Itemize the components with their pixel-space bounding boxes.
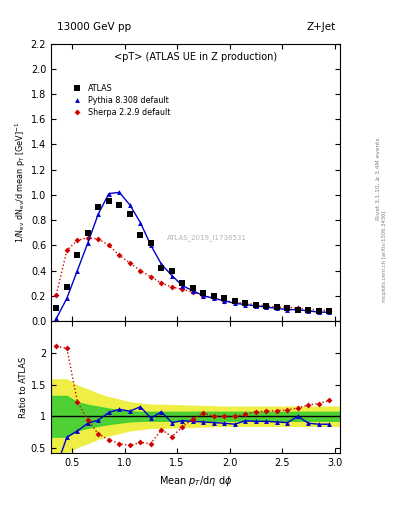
ATLAS bbox=[306, 307, 311, 313]
Sherpa 2.2.9 default bbox=[275, 304, 279, 310]
Pythia 8.308 default bbox=[306, 308, 311, 314]
Line: ATLAS: ATLAS bbox=[54, 199, 332, 313]
ATLAS bbox=[96, 204, 101, 210]
Pythia 8.308 default bbox=[107, 190, 111, 197]
ATLAS bbox=[285, 305, 290, 311]
ATLAS bbox=[117, 202, 122, 208]
ATLAS bbox=[86, 230, 90, 236]
Pythia 8.308 default bbox=[201, 293, 206, 299]
Pythia 8.308 default bbox=[180, 283, 185, 289]
ATLAS bbox=[107, 198, 111, 204]
Text: 13000 GeV pp: 13000 GeV pp bbox=[57, 22, 131, 32]
Sherpa 2.2.9 default bbox=[75, 237, 80, 243]
Pythia 8.308 default bbox=[296, 307, 300, 313]
Pythia 8.308 default bbox=[211, 295, 216, 302]
ATLAS bbox=[317, 308, 321, 314]
Pythia 8.308 default bbox=[54, 315, 59, 322]
Sherpa 2.2.9 default bbox=[222, 298, 227, 304]
Pythia 8.308 default bbox=[222, 298, 227, 304]
Pythia 8.308 default bbox=[75, 267, 80, 273]
Sherpa 2.2.9 default bbox=[117, 252, 122, 259]
ATLAS bbox=[138, 232, 143, 238]
Text: Z+Jet: Z+Jet bbox=[307, 22, 336, 32]
ATLAS bbox=[222, 295, 227, 302]
X-axis label: Mean $p_T$/d$\eta$ d$\phi$: Mean $p_T$/d$\eta$ d$\phi$ bbox=[159, 474, 232, 487]
Sherpa 2.2.9 default bbox=[138, 267, 143, 273]
Pythia 8.308 default bbox=[127, 202, 132, 208]
Sherpa 2.2.9 default bbox=[107, 242, 111, 248]
ATLAS bbox=[296, 307, 300, 313]
Pythia 8.308 default bbox=[96, 211, 101, 217]
Sherpa 2.2.9 default bbox=[253, 302, 258, 308]
ATLAS bbox=[149, 240, 153, 246]
Pythia 8.308 default bbox=[243, 302, 248, 308]
ATLAS bbox=[211, 293, 216, 299]
Text: ATLAS_2019_I1736531: ATLAS_2019_I1736531 bbox=[167, 234, 247, 241]
Text: Rivet 3.1.10, ≥ 3.4M events: Rivet 3.1.10, ≥ 3.4M events bbox=[376, 138, 380, 221]
Sherpa 2.2.9 default bbox=[327, 308, 332, 314]
Pythia 8.308 default bbox=[149, 242, 153, 248]
ATLAS bbox=[180, 280, 185, 286]
Pythia 8.308 default bbox=[233, 300, 237, 306]
Sherpa 2.2.9 default bbox=[264, 303, 269, 309]
Sherpa 2.2.9 default bbox=[285, 304, 290, 310]
Pythia 8.308 default bbox=[253, 303, 258, 309]
ATLAS bbox=[64, 284, 69, 290]
Sherpa 2.2.9 default bbox=[317, 307, 321, 313]
ATLAS bbox=[169, 267, 174, 273]
Sherpa 2.2.9 default bbox=[201, 293, 206, 299]
ATLAS bbox=[54, 305, 59, 311]
Pythia 8.308 default bbox=[191, 288, 195, 294]
Sherpa 2.2.9 default bbox=[296, 305, 300, 311]
Sherpa 2.2.9 default bbox=[159, 280, 164, 286]
Pythia 8.308 default bbox=[138, 220, 143, 226]
Sherpa 2.2.9 default bbox=[86, 234, 90, 241]
Sherpa 2.2.9 default bbox=[233, 299, 237, 305]
Line: Sherpa 2.2.9 default: Sherpa 2.2.9 default bbox=[54, 236, 332, 313]
ATLAS bbox=[243, 300, 248, 306]
Pythia 8.308 default bbox=[64, 295, 69, 302]
Pythia 8.308 default bbox=[285, 307, 290, 313]
Legend: ATLAS, Pythia 8.308 default, Sherpa 2.2.9 default: ATLAS, Pythia 8.308 default, Sherpa 2.2.… bbox=[67, 81, 174, 120]
ATLAS bbox=[159, 265, 164, 271]
Pythia 8.308 default bbox=[264, 304, 269, 310]
Pythia 8.308 default bbox=[275, 305, 279, 311]
Sherpa 2.2.9 default bbox=[169, 284, 174, 290]
ATLAS bbox=[75, 252, 80, 259]
Sherpa 2.2.9 default bbox=[64, 247, 69, 253]
Line: Pythia 8.308 default: Pythia 8.308 default bbox=[54, 190, 332, 321]
ATLAS bbox=[327, 308, 332, 314]
ATLAS bbox=[264, 303, 269, 309]
Text: <pT> (ATLAS UE in Z production): <pT> (ATLAS UE in Z production) bbox=[114, 52, 277, 62]
Sherpa 2.2.9 default bbox=[180, 286, 185, 292]
Y-axis label: Ratio to ATLAS: Ratio to ATLAS bbox=[19, 356, 28, 418]
Sherpa 2.2.9 default bbox=[149, 274, 153, 280]
ATLAS bbox=[191, 285, 195, 291]
Sherpa 2.2.9 default bbox=[306, 307, 311, 313]
Sherpa 2.2.9 default bbox=[96, 236, 101, 242]
ATLAS bbox=[127, 211, 132, 217]
ATLAS bbox=[275, 304, 279, 310]
Sherpa 2.2.9 default bbox=[127, 260, 132, 266]
ATLAS bbox=[201, 290, 206, 296]
Pythia 8.308 default bbox=[327, 309, 332, 315]
Y-axis label: 1/N$_\mathrm{ev}$ dN$_\mathrm{ev}$/d mean p$_\mathrm{T}$ [GeV]$^{-1}$: 1/N$_\mathrm{ev}$ dN$_\mathrm{ev}$/d mea… bbox=[13, 122, 28, 243]
ATLAS bbox=[253, 302, 258, 308]
Sherpa 2.2.9 default bbox=[54, 291, 59, 297]
Sherpa 2.2.9 default bbox=[243, 300, 248, 306]
Pythia 8.308 default bbox=[117, 189, 122, 196]
Pythia 8.308 default bbox=[86, 240, 90, 246]
Pythia 8.308 default bbox=[169, 272, 174, 279]
Pythia 8.308 default bbox=[317, 309, 321, 315]
Sherpa 2.2.9 default bbox=[191, 289, 195, 295]
Sherpa 2.2.9 default bbox=[211, 295, 216, 302]
ATLAS bbox=[233, 298, 237, 304]
Pythia 8.308 default bbox=[159, 261, 164, 267]
Text: mcplots.cern.ch [arXiv:1306.3436]: mcplots.cern.ch [arXiv:1306.3436] bbox=[382, 210, 387, 302]
